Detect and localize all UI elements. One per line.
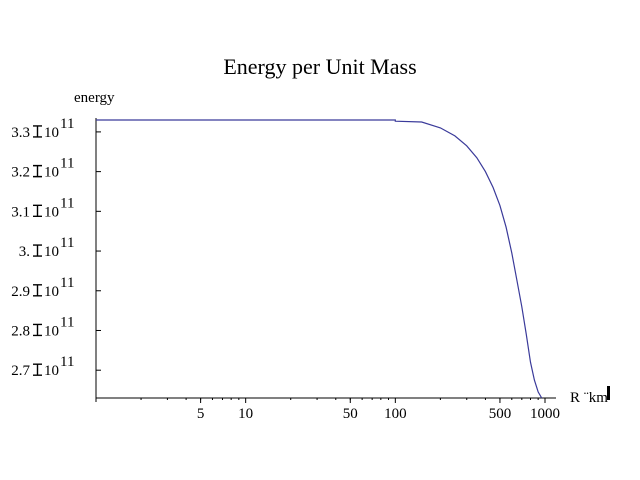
y-tick-exponent: 11: [60, 275, 74, 291]
y-tick-mantissa: 3.2: [11, 165, 30, 181]
y-tick-base: 10: [44, 165, 59, 181]
y-tick-base: 10: [44, 363, 59, 379]
y-tick-exponent: 11: [60, 195, 74, 211]
y-tick-exponent: 11: [60, 116, 74, 132]
y-tick-mantissa: 2.8: [11, 323, 30, 339]
y-tick-exponent: 11: [60, 314, 74, 330]
x-axis-label-bracket-icon: [607, 386, 610, 400]
y-tick-times-icon: [33, 363, 42, 376]
y-tick-base: 10: [44, 125, 59, 141]
y-tick-times-icon: [33, 244, 42, 257]
y-tick-times-icon: [33, 284, 42, 297]
chart-title: Energy per Unit Mass: [223, 54, 416, 79]
y-tick-base: 10: [44, 284, 59, 300]
y-tick-exponent: 11: [60, 235, 74, 251]
y-tick-times-icon: [33, 125, 42, 138]
y-tick-times-icon: [33, 323, 42, 337]
x-tick-label: 50: [343, 406, 358, 422]
y-tick-exponent: 11: [60, 354, 74, 370]
x-ticks: 5 10 50 100 500 1000: [197, 398, 560, 422]
x-axis-label-group: R ¨km: [570, 386, 610, 406]
series-group: [96, 119, 543, 399]
y-tick-base: 10: [44, 204, 59, 220]
y-tick-mantissa: 3.3: [11, 125, 30, 141]
y-tick-base: 10: [44, 244, 59, 260]
x-tick-label: 1000: [530, 406, 560, 422]
x-minor-ticks: [95, 398, 539, 402]
y-tick-mantissa: 3.1: [11, 204, 30, 220]
energy-series-line: [96, 119, 543, 399]
y-tick-times-icon: [33, 204, 42, 218]
x-tick-label: 100: [384, 406, 407, 422]
x-tick-label: 500: [489, 406, 512, 422]
y-tick-base: 10: [44, 323, 59, 339]
y-tick-times-icon: [33, 164, 42, 178]
y-tick-mantissa: 3.: [19, 244, 30, 260]
x-tick-label: 5: [197, 406, 205, 422]
y-tick-exponent: 11: [60, 156, 74, 172]
x-axis-label: R ¨km: [570, 390, 608, 406]
x-tick-label: 10: [238, 406, 253, 422]
y-tick-mantissa: 2.9: [11, 284, 30, 300]
y-axis-label: energy: [74, 90, 115, 106]
y-tick-mantissa: 2.7: [11, 363, 30, 379]
